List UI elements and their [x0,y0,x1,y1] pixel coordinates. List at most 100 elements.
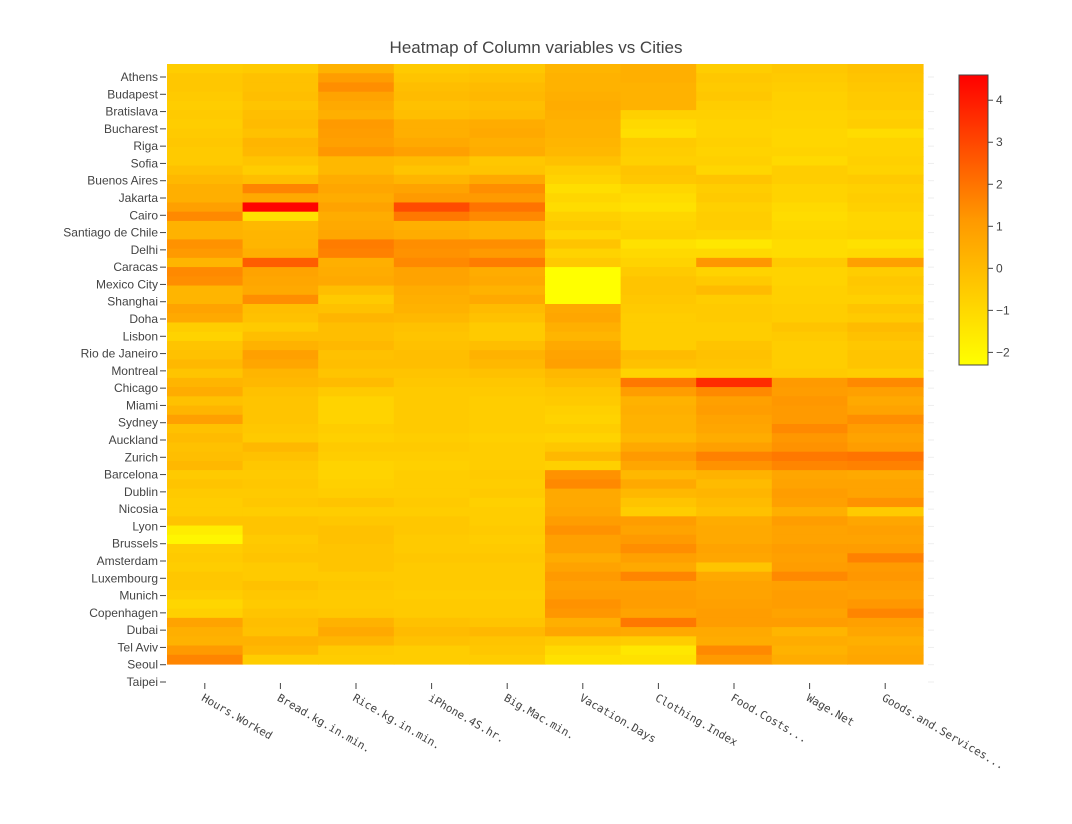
heatmap-cell [167,276,244,287]
heatmap-cell [696,294,773,305]
heatmap-cell [620,562,697,573]
heatmap-cell [393,147,470,157]
heatmap-cell [545,525,622,536]
heatmap-cell [771,636,848,647]
heatmap-cell [393,110,470,120]
heatmap-cell [620,137,697,148]
heatmap-cell [771,608,848,619]
heatmap-cell [847,562,924,573]
heatmap-cell [167,396,244,407]
heatmap-cell [847,488,924,499]
heatmap-cell [545,119,622,130]
heatmap-cell [469,202,546,213]
heatmap-cell [620,202,697,213]
heatmap-cell [545,184,622,194]
heatmap-cell [167,220,244,231]
heatmap-cell [771,359,848,370]
heatmap-cell [620,414,697,425]
heatmap-cell [620,147,697,157]
heatmap-cell [696,387,773,397]
heatmap-cell [167,414,244,425]
heatmap-cell [847,608,924,619]
heatmap-cell [469,257,546,268]
heatmap-cell [847,267,924,277]
y-tick-label: Luxembourg [91,571,158,585]
heatmap-cell [393,433,470,444]
heatmap-cell [620,100,697,111]
heatmap-cell [771,313,848,324]
heatmap-cell [318,442,395,453]
heatmap-cell [318,331,395,342]
heatmap-cell [242,414,319,425]
y-tick-label: Lisbon [123,329,158,343]
heatmap-cell [167,608,244,619]
heatmap-cell [847,580,924,591]
y-tick-label: Athens [121,70,158,84]
y-tick-label: Santiago de Chile [63,226,158,240]
heatmap-cell [771,322,848,333]
heatmap-cell [167,507,244,517]
heatmap-cell [620,119,697,130]
heatmap-cell [847,479,924,490]
heatmap-cell [393,119,470,130]
heatmap-cell [696,313,773,324]
y-tick-label: Bratislava [105,105,158,119]
heatmap-cell [242,128,319,139]
y-tick-label: Montreal [111,364,158,378]
heatmap-cell [469,304,546,314]
heatmap-cell [318,627,395,637]
heatmap-cell [469,460,546,471]
heatmap-cell [696,276,773,287]
heatmap-cell [771,350,848,360]
heatmap-cell [620,230,697,240]
heatmap-cell [167,516,244,527]
heatmap-cell [167,64,244,74]
heatmap-cell [469,193,546,204]
heatmap-cell [469,100,546,111]
chart-title: Heatmap of Column variables vs Cities [390,38,683,57]
heatmap-cell [771,571,848,582]
heatmap-cell [318,590,395,600]
heatmap-cell [318,654,395,665]
heatmap-cell [847,405,924,416]
heatmap-cell [620,377,697,388]
heatmap-cell [318,525,395,536]
heatmap-cell [242,211,319,222]
heatmap-cell [545,313,622,324]
heatmap-cell [393,322,470,333]
heatmap-cell [696,553,773,564]
colorbar-tick-label: 0 [996,261,1003,275]
heatmap-cell [242,571,319,582]
heatmap-cell [620,636,697,647]
heatmap-cell [167,322,244,333]
heatmap-cell [318,276,395,287]
heatmap-cell [318,165,395,176]
heatmap-cell [696,617,773,628]
heatmap-cell [620,165,697,176]
heatmap-cell [847,193,924,204]
heatmap-cell [167,571,244,582]
heatmap-cell [318,405,395,416]
heatmap-cell [393,516,470,527]
y-tick-label: Sofia [131,156,159,170]
heatmap-cell [620,156,697,167]
heatmap-cell [469,470,546,480]
heatmap-cell [242,654,319,665]
heatmap-cell [318,91,395,102]
heatmap-cell [242,174,319,185]
heatmap-cell [545,128,622,139]
heatmap-cell [771,110,848,120]
heatmap-cell [469,174,546,185]
heatmap-cell [771,433,848,444]
heatmap-cell [847,184,924,194]
heatmap-cell [393,304,470,314]
heatmap-cell [847,313,924,324]
heatmap-cell [318,451,395,462]
heatmap-cell [167,479,244,490]
heatmap-cell [545,100,622,111]
heatmap-cell [545,202,622,213]
heatmap-cell [847,211,924,222]
heatmap-cell [167,460,244,471]
x-tick-label: Wage.Net [804,691,856,729]
heatmap-cell [696,147,773,157]
